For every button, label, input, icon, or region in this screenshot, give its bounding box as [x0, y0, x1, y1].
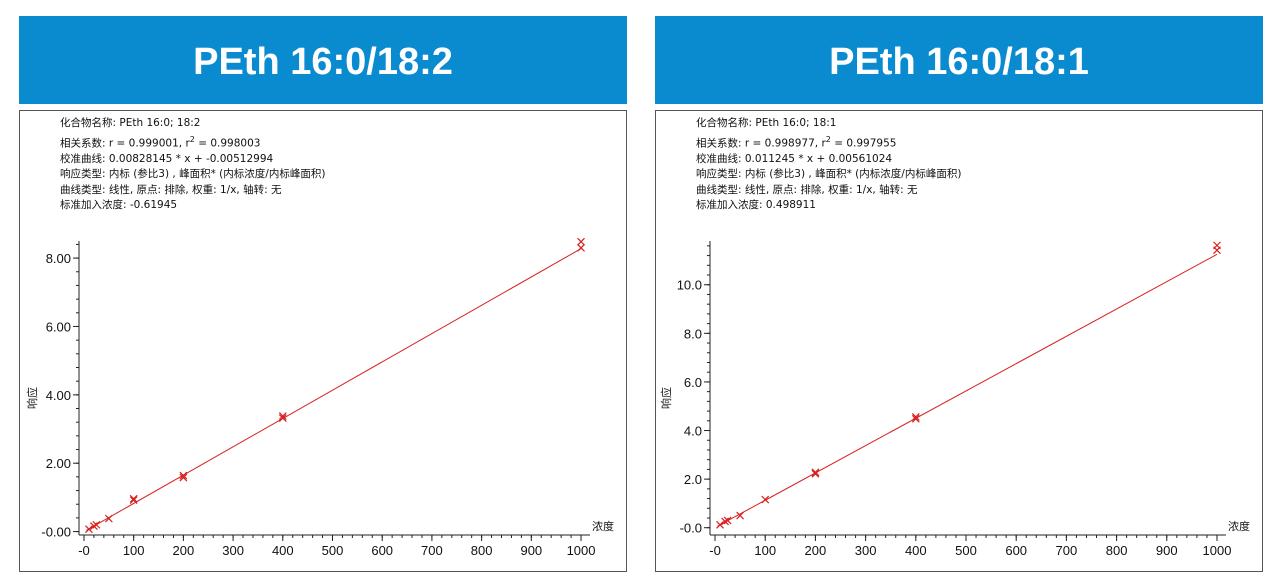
x-axis-label: 浓度	[592, 519, 614, 533]
y-tick-label: 4.0	[684, 424, 702, 439]
data-point	[811, 469, 820, 478]
x-tick-label: 800	[1106, 543, 1128, 558]
x-tick-label: 900	[1156, 543, 1178, 558]
y-tick-label: 2.00	[46, 456, 71, 471]
x-tick-label: 200	[805, 543, 827, 558]
x-tick-label: 100	[123, 543, 145, 558]
data-point	[85, 525, 93, 534]
data-point	[104, 514, 113, 523]
chart-banner-right: PEth 16:0/18:1	[655, 16, 1263, 104]
info-block-left: 化合物名称: PEth 16:0; 18:2 相关系数: r = 0.99900…	[60, 116, 325, 214]
x-tick-label: 1000	[567, 543, 596, 558]
y-tick-label: 6.00	[46, 319, 71, 334]
response-type: 响应类型: 内标 (参比3) , 峰面积* (内标浓度/内标峰面积)	[696, 168, 962, 180]
compound-name: 化合物名称: PEth 16:0; 18:2	[60, 117, 201, 129]
x-tick-label: 800	[471, 543, 493, 558]
x-tick-label: 600	[1005, 543, 1027, 558]
chart-panel-left: PEth 16:0/18:2 化合物名称: PEth 16:0; 18:2 相关…	[16, 16, 628, 573]
x-axis-label: 浓度	[1228, 519, 1250, 533]
calibration-curve: 校准曲线: 0.00828145 * x + -0.00512994	[60, 152, 274, 165]
curve-type: 曲线类型: 线性, 原点: 排除, 权重: 1/x, 轴转: 无	[696, 183, 918, 196]
correlation: 相关系数: r = 0.999001, r2 = 0.998003	[60, 134, 261, 150]
y-axis-label: 响应	[659, 387, 673, 409]
y-axis-label: 响应	[25, 387, 39, 409]
fit-line	[86, 248, 582, 531]
fit-line	[717, 253, 1218, 527]
data-point	[278, 412, 287, 420]
data-point	[577, 243, 585, 252]
plot-left: -0 100 200 300 400 500 600 700 800 900 1000 -0.00 2.…	[25, 237, 614, 558]
data-point	[721, 517, 729, 526]
plot-right: -0 100 200 300 400 500 600 700 800 900 1000 -0.0 2.0…	[659, 241, 1250, 558]
x-tick-label: -0	[709, 543, 721, 558]
info-block-right: 化合物名称: PEth 16:0; 18:1 相关系数: r = 0.99897…	[696, 116, 961, 214]
data-point	[129, 496, 138, 505]
correlation: 相关系数: r = 0.998977, r2 = 0.997955	[696, 134, 897, 150]
data-point	[179, 473, 188, 482]
x-tick-label: 500	[955, 543, 977, 558]
data-point	[911, 414, 920, 423]
y-tick-label: 8.00	[46, 251, 71, 266]
data-point	[736, 511, 745, 520]
chart-panel-right: PEth 16:0/18:1 化合物名称: PEth 16:0; 18:1 相关…	[652, 16, 1264, 573]
y-tick-label: 4.00	[46, 388, 71, 403]
compound-name: 化合物名称: PEth 16:0; 18:1	[696, 117, 837, 129]
response-type: 响应类型: 内标 (参比3) , 峰面积* (内标浓度/内标峰面积)	[60, 168, 326, 180]
x-tick-label: 100	[754, 543, 776, 558]
std-addition: 标准加入浓度: -0.61945	[60, 199, 178, 211]
calibration-curve: 校准曲线: 0.011245 * x + 0.00561024	[696, 152, 893, 165]
chart-banner-left: PEth 16:0/18:2	[19, 16, 627, 104]
x-tick-label: 400	[272, 543, 294, 558]
data-point	[278, 414, 287, 423]
curve-type: 曲线类型: 线性, 原点: 排除, 权重: 1/x, 轴转: 无	[60, 183, 282, 196]
x-tick-label: 900	[520, 543, 542, 558]
data-point	[723, 516, 732, 525]
x-tick-label: 300	[222, 543, 244, 558]
data-point	[761, 495, 770, 504]
chart-box-left: 化合物名称: PEth 16:0; 18:2 相关系数: r = 0.99900…	[19, 110, 627, 572]
x-tick-label: 500	[322, 543, 344, 558]
y-tick-label: 8.0	[684, 326, 702, 341]
data-point	[92, 520, 101, 529]
x-tick-label: 400	[905, 543, 927, 558]
x-tick-label: 200	[173, 543, 195, 558]
data-point	[1213, 246, 1221, 255]
chart-box-right: 化合物名称: PEth 16:0; 18:1 相关系数: r = 0.99897…	[655, 110, 1263, 572]
data-point	[911, 412, 920, 421]
x-tick-label: 1000	[1203, 543, 1232, 558]
y-tick-label: 10.0	[677, 278, 702, 293]
y-tick-label: -0.0	[680, 521, 702, 536]
y-tick-label: 6.0	[684, 375, 702, 390]
std-addition: 标准加入浓度: 0.498911	[696, 199, 816, 211]
y-tick-label: 2.0	[684, 472, 702, 487]
data-point	[179, 471, 188, 480]
data-point	[811, 468, 820, 477]
x-tick-label: 700	[421, 543, 443, 558]
data-point	[577, 237, 585, 246]
y-tick-label: -0.00	[41, 525, 71, 540]
data-point	[129, 494, 138, 503]
x-tick-label: 600	[371, 543, 393, 558]
x-tick-label: 300	[855, 543, 877, 558]
x-tick-label: 700	[1056, 543, 1078, 558]
x-tick-label: -0	[78, 543, 90, 558]
data-point	[716, 520, 724, 529]
